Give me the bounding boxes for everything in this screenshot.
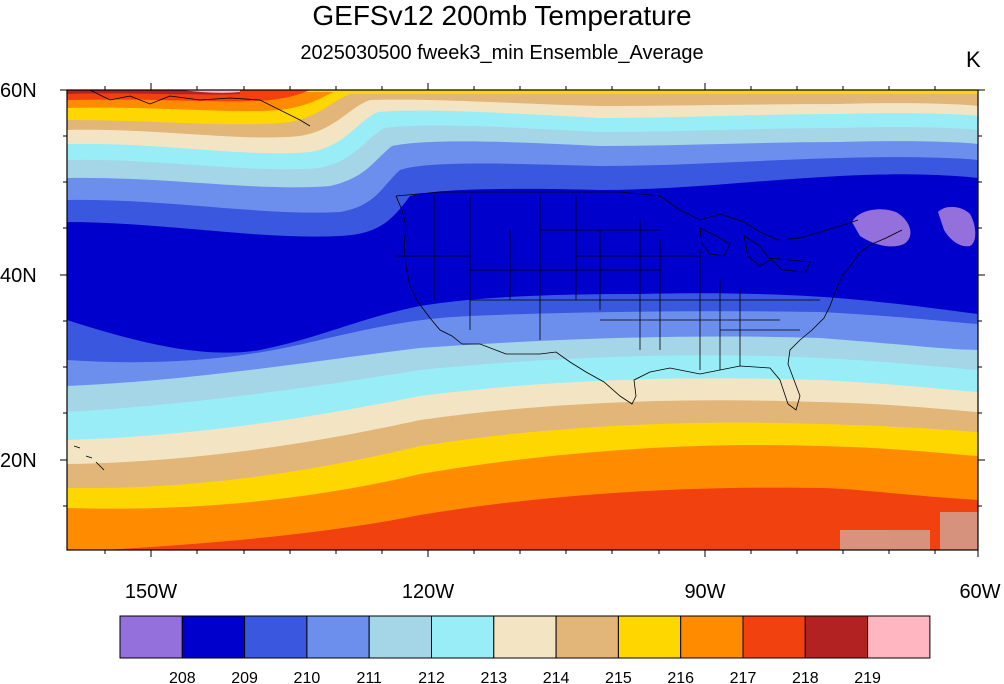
hawaii-islands — [73, 445, 105, 471]
us-southern-border — [462, 229, 903, 411]
lat-label-20n: 20N — [0, 450, 37, 472]
colorbar-swatch — [555, 615, 619, 659]
colorbar-label: 208 — [169, 670, 196, 684]
lon-ticks — [104, 83, 979, 557]
temperature-field — [67, 90, 978, 550]
band-208-patch-b — [938, 206, 976, 247]
colorbar-swatch — [244, 615, 308, 659]
colorbar-label: 215 — [605, 670, 632, 684]
colorbar-label: 213 — [480, 670, 507, 684]
lat-label-40n: 40N — [0, 265, 37, 287]
colorbar-swatch — [181, 615, 246, 659]
colorbar-swatch — [680, 615, 744, 659]
colorbar-label: 219 — [854, 670, 881, 684]
colorbar-swatch — [617, 615, 682, 659]
lon-label-90w: 90W — [684, 581, 725, 603]
lat-labels: 60N 40N 20N — [0, 80, 37, 472]
colorbar-label: 209 — [231, 670, 258, 684]
us-canada-border — [395, 191, 859, 241]
colorbar-label: 212 — [418, 670, 445, 684]
colorbar-label: 214 — [543, 670, 570, 684]
colorbar-swatch — [804, 615, 869, 659]
alaska-coast — [89, 90, 311, 127]
colorbar-swatch — [867, 615, 931, 659]
colorbar-label: 211 — [356, 670, 382, 684]
lon-label-60w: 60W — [959, 581, 1000, 603]
lat-ticks — [60, 89, 985, 507]
great-lakes — [699, 227, 811, 273]
map-title: GEFSv12 200mb Temperature — [312, 0, 692, 31]
colorbar-swatch — [368, 615, 433, 659]
units-label: K — [966, 47, 981, 72]
lon-label-120w: 120W — [402, 581, 454, 603]
map-subtitle: 2025030500 fweek3_min Ensemble_Average — [300, 42, 704, 64]
band-208-patch-a — [852, 209, 911, 247]
colorbar-swatch — [431, 615, 495, 659]
state-lines — [396, 196, 820, 370]
coastlines-and-borders — [73, 90, 903, 471]
watermark — [840, 512, 978, 550]
colorbar-label: 217 — [730, 670, 757, 684]
lon-label-150w: 150W — [125, 581, 177, 603]
colorbar-swatch — [306, 615, 370, 659]
us-west-coast — [395, 195, 463, 345]
map-frame — [66, 89, 979, 551]
band-220-north — [180, 90, 240, 93]
colorbar-swatch — [493, 615, 557, 659]
colorbar-label: 216 — [667, 670, 694, 684]
colorbar-swatch — [742, 615, 806, 659]
colorbar: 208 209 210 211 212 213 214 215 216 217 218 219 — [119, 615, 931, 684]
colorbar-swatch — [119, 615, 183, 659]
colorbar-label: 218 — [792, 670, 819, 684]
colorbar-label: 210 — [294, 670, 321, 684]
lon-labels: 150W 120W 90W 60W — [125, 581, 1001, 603]
lat-label-60n: 60N — [0, 80, 37, 102]
band-217 — [67, 443, 978, 550]
